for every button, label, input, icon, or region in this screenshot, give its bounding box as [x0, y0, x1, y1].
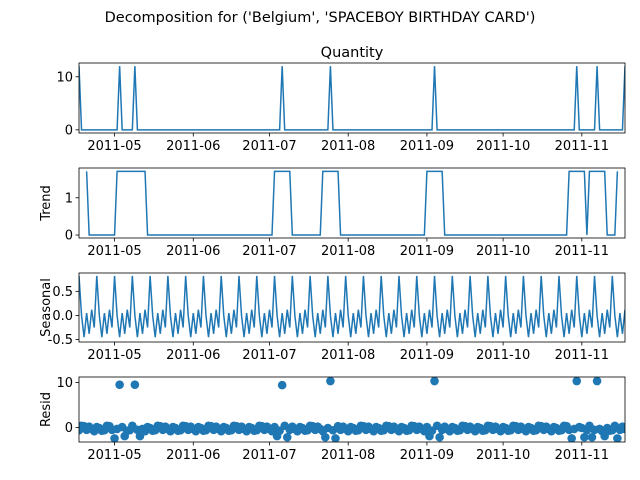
x-tick-label: 2011-10	[476, 448, 530, 463]
axes-frame	[78, 376, 626, 443]
series-line	[79, 275, 625, 338]
resid-point	[430, 377, 439, 386]
x-tick-label: 2011-08	[321, 244, 375, 259]
x-tick-label: 2011-11	[555, 448, 609, 463]
y-axis-label: Seasonal	[39, 278, 54, 337]
y-tick-label: 10	[56, 376, 73, 391]
subplot-4: 0 10 2011-05 2011-06 2011-07 2011-08 2011-09 20…	[39, 376, 626, 463]
x-tick-label: 2011-06	[166, 348, 220, 363]
y-tick-label: 10	[56, 70, 73, 85]
resid-point	[331, 434, 340, 442]
resid-point	[115, 380, 124, 389]
y-axis-label: Trend	[39, 185, 54, 222]
x-tick-label: 2011-09	[400, 448, 454, 463]
x-tick-label: 2011-07	[242, 139, 296, 154]
resid-point	[321, 432, 330, 442]
resid-point	[572, 377, 582, 386]
y-tick-label: 0.5	[52, 285, 73, 300]
x-tick-label: 2011-05	[87, 348, 141, 363]
x-tick-label: 2011-07	[242, 448, 296, 463]
resid-point	[567, 434, 576, 442]
x-tick-label: 2011-08	[321, 139, 375, 154]
subplot-3: -0.5 0.0 0.5 2011-05 2011-06 2011-07 2011-08 20…	[39, 272, 626, 363]
y-tick-label: 0	[65, 421, 73, 436]
series-line	[79, 66, 625, 131]
axes-frame	[78, 62, 626, 134]
resid-point	[130, 380, 140, 389]
resid-point	[600, 431, 609, 441]
x-tick-label: 2011-06	[166, 448, 220, 463]
y-tick-label: 0	[65, 229, 73, 244]
plot-area	[79, 66, 625, 131]
x-tick-label: 2011-05	[87, 448, 141, 463]
subplot-1: 0 10 2011-05 2011-06 2011-07 2011-08 2011-09 20…	[56, 45, 626, 154]
x-tick-label: 2011-10	[476, 139, 530, 154]
resid-point	[587, 432, 597, 442]
plot-area	[79, 275, 625, 338]
x-tick-label: 2011-09	[400, 244, 454, 259]
x-tick-label: 2011-06	[166, 139, 220, 154]
x-tick-label: 2011-08	[321, 348, 375, 363]
x-tick-label: 2011-08	[321, 448, 375, 463]
x-tick-label: 2011-09	[400, 348, 454, 363]
resid-point	[620, 424, 625, 434]
plot-area	[79, 377, 625, 442]
x-tick-label: 2011-06	[166, 244, 220, 259]
resid-point	[277, 380, 287, 390]
y-tick-label: 0.0	[52, 309, 73, 324]
x-tick-label: 2011-07	[242, 348, 296, 363]
series-line	[85, 170, 619, 236]
x-tick-label: 2011-10	[476, 348, 530, 363]
x-tick-label: 2011-09	[400, 139, 454, 154]
resid-point	[326, 377, 335, 386]
y-tick-label: -0.5	[48, 333, 73, 348]
subplot-title: Quantity	[321, 45, 384, 61]
subplot-2: 0 1 2011-05 2011-06 2011-07 2011-08 2011-09 201…	[39, 167, 626, 259]
resid-point	[613, 434, 622, 442]
x-tick-label: 2011-05	[87, 139, 141, 154]
y-tick-label: 0	[65, 123, 73, 138]
resid-point	[110, 434, 119, 442]
x-tick-label: 2011-11	[555, 244, 609, 259]
plot-area	[85, 170, 619, 236]
y-axis-label: Resid	[39, 392, 54, 427]
x-tick-label: 2011-11	[555, 139, 609, 154]
resid-point	[580, 432, 589, 442]
figure-title: Decomposition for ('Belgium', 'SPACEBOY …	[105, 10, 536, 26]
resid-point	[282, 432, 292, 442]
y-tick-label: 1	[65, 191, 73, 206]
x-tick-label: 2011-10	[476, 244, 530, 259]
x-tick-label: 2011-11	[555, 348, 609, 363]
axes-frame	[78, 272, 626, 343]
axes-frame	[78, 167, 626, 239]
resid-point	[592, 377, 602, 386]
resid-point	[435, 432, 444, 442]
x-tick-label: 2011-07	[242, 244, 296, 259]
x-tick-label: 2011-05	[87, 244, 141, 259]
